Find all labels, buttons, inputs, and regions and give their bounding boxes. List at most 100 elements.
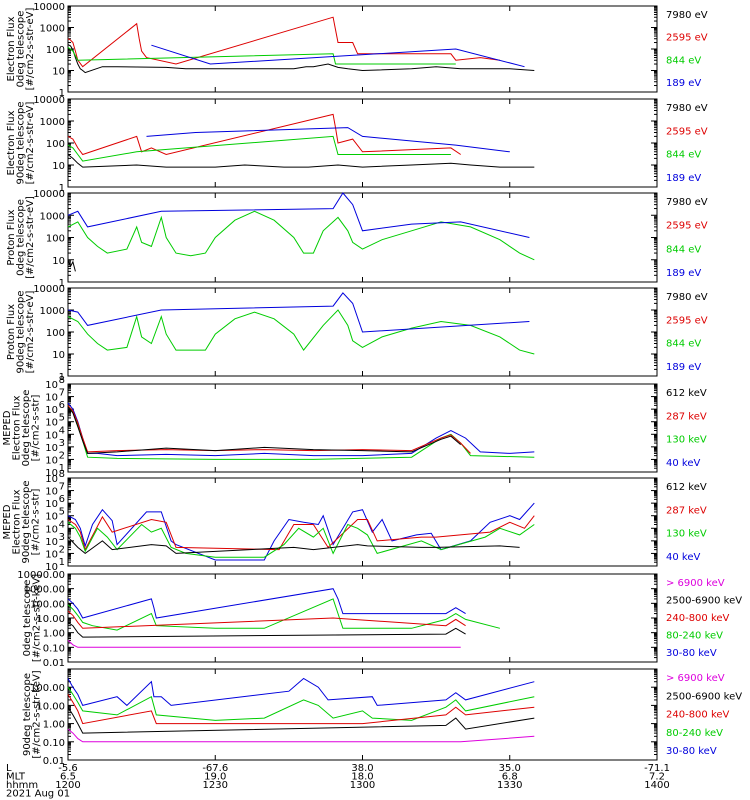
legend-entry: 40 keV: [666, 458, 700, 469]
y-tick-label: 100.00: [30, 599, 65, 610]
y-tick-label: 10: [45, 512, 58, 523]
y-tick-label: 10: [45, 474, 58, 485]
y-axis-label: 0deg telescope: [16, 199, 27, 276]
panel-7-series-3: [67, 610, 466, 629]
y-tick-exponent: 6: [59, 400, 65, 411]
legend-entry: > 6900 keV: [666, 578, 725, 589]
legend-entry: 612 keV: [666, 482, 707, 493]
y-tick-label: 1: [59, 278, 65, 289]
panel-5-series-4: [67, 406, 462, 454]
x-row-name: hhmm: [6, 780, 38, 791]
y-tick-label: 10: [45, 524, 58, 535]
x-tick-label: -71.1: [644, 763, 670, 774]
y-axis-label: 0deg telescope: [16, 11, 27, 88]
legend-entry: 240-800 keV: [666, 613, 730, 624]
y-tick-label: 1.00: [43, 720, 65, 731]
panel-8-series-5: [67, 728, 535, 743]
y-tick-exponent: 8: [59, 469, 65, 480]
y-tick-label: 10: [45, 537, 58, 548]
y-tick-label: 1000: [40, 306, 65, 317]
y-tick-exponent: 8: [59, 375, 65, 386]
y-axis-label: [#/cm2-s-str-keV]: [32, 670, 43, 758]
y-tick-label: 10.00: [36, 701, 65, 712]
panel-5-series-2: [67, 405, 535, 460]
x-tick-label: 1300: [350, 780, 375, 791]
legend-entry: 40 keV: [666, 552, 700, 563]
y-axis-label: Proton Flux: [6, 304, 17, 360]
y-axis-label: Electron Flux: [6, 110, 17, 175]
y-tick-label: 10: [52, 67, 65, 78]
y-tick-label: 100: [46, 139, 65, 150]
y-axis-label: Proton Flux: [6, 209, 17, 265]
panel-7-series-1: [67, 588, 466, 619]
y-tick-label: 10: [45, 418, 58, 429]
y-tick-label: 0.10: [43, 643, 65, 654]
legend-entry: 612 keV: [666, 388, 707, 399]
y-axis-label: [#/cm2-s-str]: [31, 488, 42, 555]
y-tick-exponent: 7: [59, 388, 65, 399]
legend-entry: 2500-6900 keV: [666, 596, 742, 607]
y-tick-label: 10: [52, 161, 65, 172]
y-tick-label: 10: [45, 443, 58, 454]
legend-entry: 7980 eV: [666, 197, 708, 208]
y-axis-label: MEPED: [2, 504, 13, 539]
legend-entry: 7980 eV: [666, 292, 708, 303]
y-axis-label: 90deg telescope: [16, 290, 27, 373]
y-axis-label: Electron Flux: [12, 489, 23, 554]
panel-3-series-1: [67, 259, 76, 272]
y-tick-label: 10000: [33, 2, 65, 13]
y-tick-label: 0.01: [43, 658, 65, 669]
legend-entry: 80-240 keV: [666, 728, 723, 739]
x-tick-label: 7.2: [649, 772, 665, 783]
legend-entry: 189 eV: [666, 268, 701, 279]
y-axis-label: [#/cm2-s-str-eV]: [25, 8, 36, 91]
legend-entry: 30-80 keV: [666, 746, 717, 757]
y-tick-label: 1000: [40, 117, 65, 128]
y-tick-label: 10: [45, 549, 58, 560]
panel-3-series-2: [67, 210, 535, 261]
y-tick-label: 1000: [40, 24, 65, 35]
legend-entry: 844 eV: [666, 55, 701, 66]
panel-1-series-3: [67, 46, 456, 65]
panel-7-series-4: [67, 621, 466, 638]
panel-1-series-4: [151, 44, 525, 68]
x-row-name: L: [6, 763, 12, 774]
x-tick-label: 1330: [497, 780, 522, 791]
legend-entry: > 6900 keV: [666, 673, 725, 684]
y-axis-label: 90deg telescope: [16, 101, 27, 184]
y-tick-label: 10: [45, 455, 58, 466]
y-tick-label: 10000: [33, 284, 65, 295]
y-axis-label: [#/cm2-s-str-eV]: [25, 291, 36, 374]
y-tick-label: 0.01: [43, 756, 65, 767]
legend-entry: 189 eV: [666, 362, 701, 373]
y-tick-label: 10: [45, 405, 58, 416]
y-tick-exponent: 3: [59, 438, 65, 449]
panel-2-series-1: [67, 154, 535, 168]
panel-8-series-4: [67, 706, 535, 734]
x-row-name: MLT: [6, 772, 26, 783]
y-axis-label: [#/cm2-s-str-eV]: [25, 196, 36, 279]
y-tick-label: 10: [52, 256, 65, 267]
legend-entry: 2595 eV: [666, 33, 708, 44]
y-axis-label: 0deg telescope: [21, 390, 32, 467]
x-tick-label: 35.0: [499, 763, 521, 774]
y-tick-label: 10000: [33, 95, 65, 106]
x-tick-label: 1230: [203, 780, 228, 791]
legend-entry: 7980 eV: [666, 10, 708, 21]
y-axis-label: MEPED: [2, 410, 13, 445]
y-axis-label: 0deg telescope: [22, 580, 33, 657]
legend-entry: 287 keV: [666, 411, 707, 422]
y-tick-exponent: 5: [59, 413, 65, 424]
panel-6-series-4: [67, 536, 520, 555]
legend-entry: 130 keV: [666, 435, 707, 446]
legend-entry: 287 keV: [666, 505, 707, 516]
panel-8-series-1: [67, 677, 535, 707]
legend-entry: 844 eV: [666, 244, 701, 255]
y-tick-label: 10: [45, 468, 58, 479]
legend-entry: 240-800 keV: [666, 710, 730, 721]
legend-entry: 844 eV: [666, 150, 701, 161]
y-tick-label: 10.00: [36, 614, 65, 625]
panel-1-frame: [67, 5, 658, 93]
legend-entry: 2595 eV: [666, 221, 708, 232]
panel-6-series-2: [67, 515, 535, 551]
